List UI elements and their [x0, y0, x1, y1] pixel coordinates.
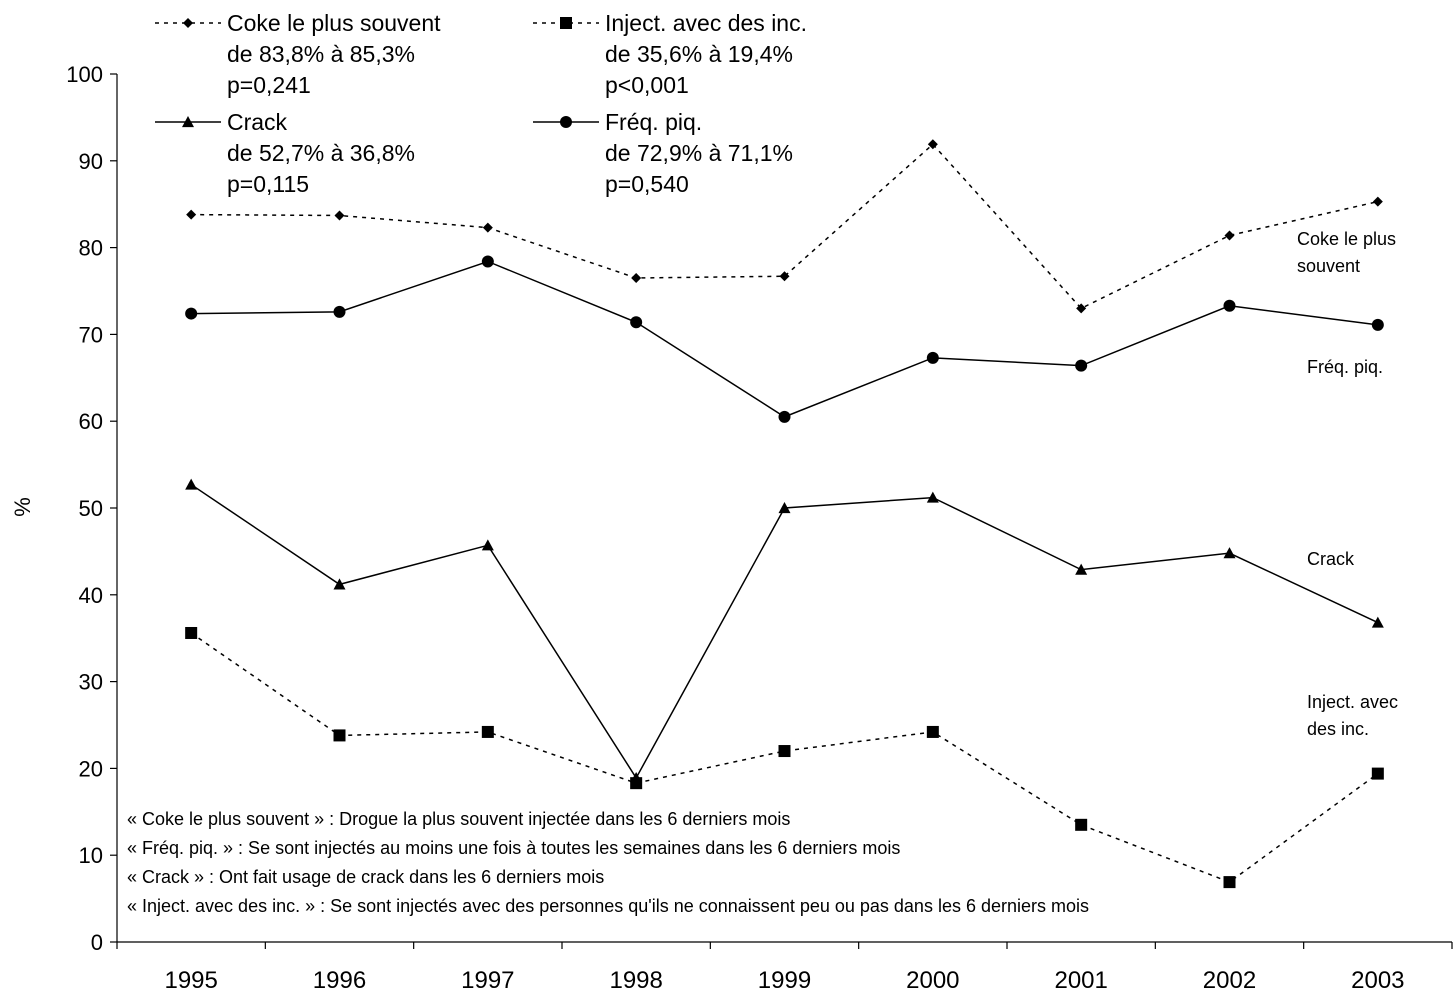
footnote-line: « Crack » : Ont fait usage de crack dans… [127, 867, 604, 887]
legend-range-text: de 72,9% à 71,1% [605, 140, 793, 166]
y-tick-label: 100 [66, 62, 103, 87]
square-marker [333, 729, 346, 742]
y-tick-label: 90 [79, 149, 103, 174]
diamond-marker [779, 271, 790, 282]
triangle-marker [778, 502, 791, 514]
diamond-marker [1372, 196, 1383, 207]
circle-marker [481, 255, 494, 268]
triangle-marker [333, 578, 346, 590]
legend-entry: Fréq. piq. de 72,9% à 71,1% p=0,540 [533, 109, 793, 197]
circle-marker [630, 316, 643, 329]
diamond-marker [334, 210, 345, 221]
diamond-marker [183, 18, 193, 28]
y-tick-label: 40 [79, 583, 103, 608]
legend-series-name: Fréq. piq. [605, 109, 702, 135]
triangle-marker [185, 478, 198, 490]
series-triangle [185, 478, 1384, 784]
legend-p-value: p<0,001 [605, 72, 689, 98]
circle-marker [778, 410, 791, 423]
y-axis-label: % [10, 497, 35, 517]
series-square [185, 626, 1384, 889]
triangle-marker [1075, 563, 1088, 575]
circle-marker [560, 116, 572, 128]
y-tick-label: 20 [79, 756, 103, 781]
legend-p-value: p=0,241 [227, 72, 311, 98]
square-marker [778, 745, 791, 758]
x-tick-label: 1996 [313, 967, 366, 993]
legend-entry: Crack de 52,7% à 36,8% p=0,115 [155, 109, 415, 197]
axes: 0 10 20 30 40 50 60 70 80 90 100 1995 1996 1997 1998 19… [66, 62, 1453, 993]
y-tick-label: 10 [79, 843, 103, 868]
circle-marker [1371, 318, 1384, 331]
y-tick-label: 70 [79, 322, 103, 347]
y-tick-label: 0 [91, 930, 103, 955]
end-labels: Coke le plus souvent Inject. avec des inc. C… [1297, 229, 1398, 739]
circle-marker [185, 307, 198, 320]
triangle-marker [1223, 547, 1236, 559]
series-end-label: Crack [1307, 549, 1355, 569]
footnote-line: « Inject. avec des inc. » : Se sont inje… [127, 896, 1089, 916]
diamond-marker [631, 272, 642, 283]
legend-series-name: Inject. avec des inc. [605, 10, 807, 36]
legend-entry: Coke le plus souvent de 83,8% à 85,3% p=0,… [155, 10, 441, 98]
circle-marker [1075, 359, 1088, 372]
series-end-label: Inject. avec [1307, 692, 1398, 712]
series-end-label: Coke le plus [1297, 229, 1396, 249]
triangle-marker [630, 771, 643, 784]
square-marker [185, 626, 198, 639]
footnotes: « Coke le plus souvent » : Drogue la plu… [127, 809, 1089, 916]
x-tick-label: 1997 [461, 967, 514, 993]
triangle-marker [1371, 616, 1384, 628]
x-tick-label: 1995 [164, 967, 217, 993]
x-tick-label: 2000 [906, 967, 959, 993]
legend-p-value: p=0,115 [227, 171, 309, 197]
legend-range-text: de 52,7% à 36,8% [227, 140, 415, 166]
circle-marker [333, 305, 346, 318]
triangle-marker [926, 491, 939, 503]
legend-entry: Inject. avec des inc. de 35,6% à 19,4% p<0… [533, 10, 807, 98]
y-tick-label: 50 [79, 496, 103, 521]
series-end-label: des inc. [1307, 719, 1369, 739]
series-line [191, 143, 1379, 310]
footnote-line: « Fréq. piq. » : Se sont injectés au moi… [127, 838, 900, 858]
x-tick-label: 2003 [1351, 967, 1404, 993]
y-tick-label: 80 [79, 236, 103, 261]
x-tick-label: 2002 [1203, 967, 1256, 993]
diamond-marker [1076, 303, 1087, 314]
series-diamond [186, 139, 1383, 314]
square-marker [560, 17, 572, 29]
triangle-marker [481, 539, 494, 551]
diamond-marker [186, 209, 197, 220]
x-tick-label: 2001 [1054, 967, 1107, 993]
legend-p-value: p=0,540 [605, 171, 689, 197]
y-tick-label: 30 [79, 670, 103, 695]
y-tick-label: 60 [79, 409, 103, 434]
series-circle [185, 255, 1384, 423]
triangle-marker [182, 116, 194, 128]
footnote-line: « Coke le plus souvent » : Drogue la plu… [127, 809, 790, 829]
series-layer [185, 139, 1384, 889]
square-marker [926, 725, 939, 738]
square-marker [481, 725, 494, 738]
x-tick-label: 1998 [609, 967, 662, 993]
square-marker [1223, 876, 1236, 889]
x-tick-label: 1999 [758, 967, 811, 993]
legend-series-name: Crack [227, 109, 288, 135]
series-end-label: Fréq. piq. [1307, 357, 1383, 377]
diamond-marker [927, 139, 938, 150]
series-line [191, 260, 1378, 418]
legend-range-text: de 35,6% à 19,4% [605, 41, 793, 67]
legend: Coke le plus souvent de 83,8% à 85,3% p=0,… [155, 10, 807, 197]
diamond-marker [1224, 230, 1235, 241]
legend-range-text: de 83,8% à 85,3% [227, 41, 415, 67]
legend-series-name: Coke le plus souvent [227, 10, 441, 36]
series-end-label: souvent [1297, 256, 1360, 276]
circle-marker [1223, 299, 1236, 312]
diamond-marker [482, 222, 493, 233]
series-line [190, 483, 1379, 780]
square-marker [1371, 767, 1384, 780]
square-marker [1075, 818, 1088, 831]
circle-marker [926, 351, 939, 364]
